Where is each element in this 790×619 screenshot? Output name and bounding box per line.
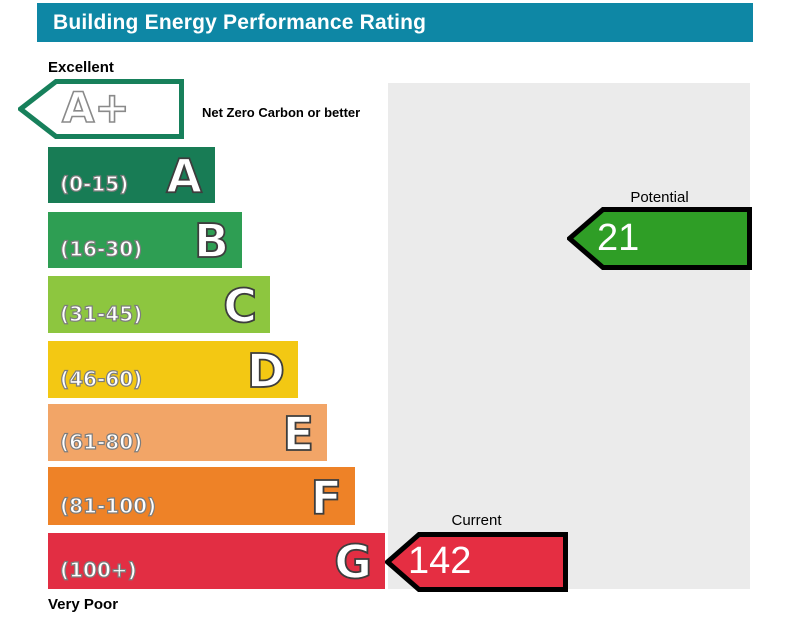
rating-panel-background — [388, 83, 750, 589]
band-e: (61-80) E — [48, 404, 327, 461]
band-g-range: (100+) — [59, 558, 137, 582]
current-label: Current — [451, 512, 502, 529]
band-b-range: (16-30) — [59, 237, 143, 261]
current-arrow-icon — [385, 532, 568, 592]
band-a-plus: A+ — [18, 79, 184, 139]
scale-bottom-label: Very Poor — [48, 596, 119, 613]
band-a-plus-letter: A+ — [61, 83, 130, 133]
band-g-letter: G — [333, 535, 373, 589]
band-c-range: (31-45) — [59, 302, 143, 326]
page-title: Building Energy Performance Rating — [53, 10, 427, 34]
potential-label: Potential — [630, 189, 689, 206]
band-e-letter: E — [282, 407, 315, 461]
band-a-range: (0-15) — [59, 172, 129, 196]
band-a-letter: A — [166, 149, 203, 203]
band-b: (16-30) B — [48, 212, 242, 268]
a-plus-arrow-icon — [18, 79, 184, 139]
net-zero-description: Net Zero Carbon or better — [202, 105, 361, 120]
band-f-range: (81-100) — [59, 494, 157, 518]
band-f-letter: F — [310, 471, 343, 525]
header-bar: Building Energy Performance Rating — [37, 3, 753, 42]
potential-value: 21 — [597, 216, 640, 259]
band-g: (100+) G — [48, 533, 385, 589]
band-f: (81-100) F — [48, 467, 355, 525]
band-c-letter: C — [222, 279, 258, 333]
current-value: 142 — [408, 540, 472, 583]
current-marker: 142 — [385, 532, 568, 592]
band-d-letter: D — [246, 344, 286, 398]
scale-top-label: Excellent — [48, 59, 114, 76]
potential-arrow-icon — [567, 207, 752, 270]
band-d: (46-60) D — [48, 341, 298, 398]
band-d-range: (46-60) — [59, 367, 143, 391]
potential-marker: 21 — [567, 207, 752, 270]
band-a: (0-15) A — [48, 147, 215, 203]
band-e-range: (61-80) — [59, 430, 143, 454]
band-c: (31-45) C — [48, 276, 270, 333]
band-b-letter: B — [193, 214, 230, 268]
